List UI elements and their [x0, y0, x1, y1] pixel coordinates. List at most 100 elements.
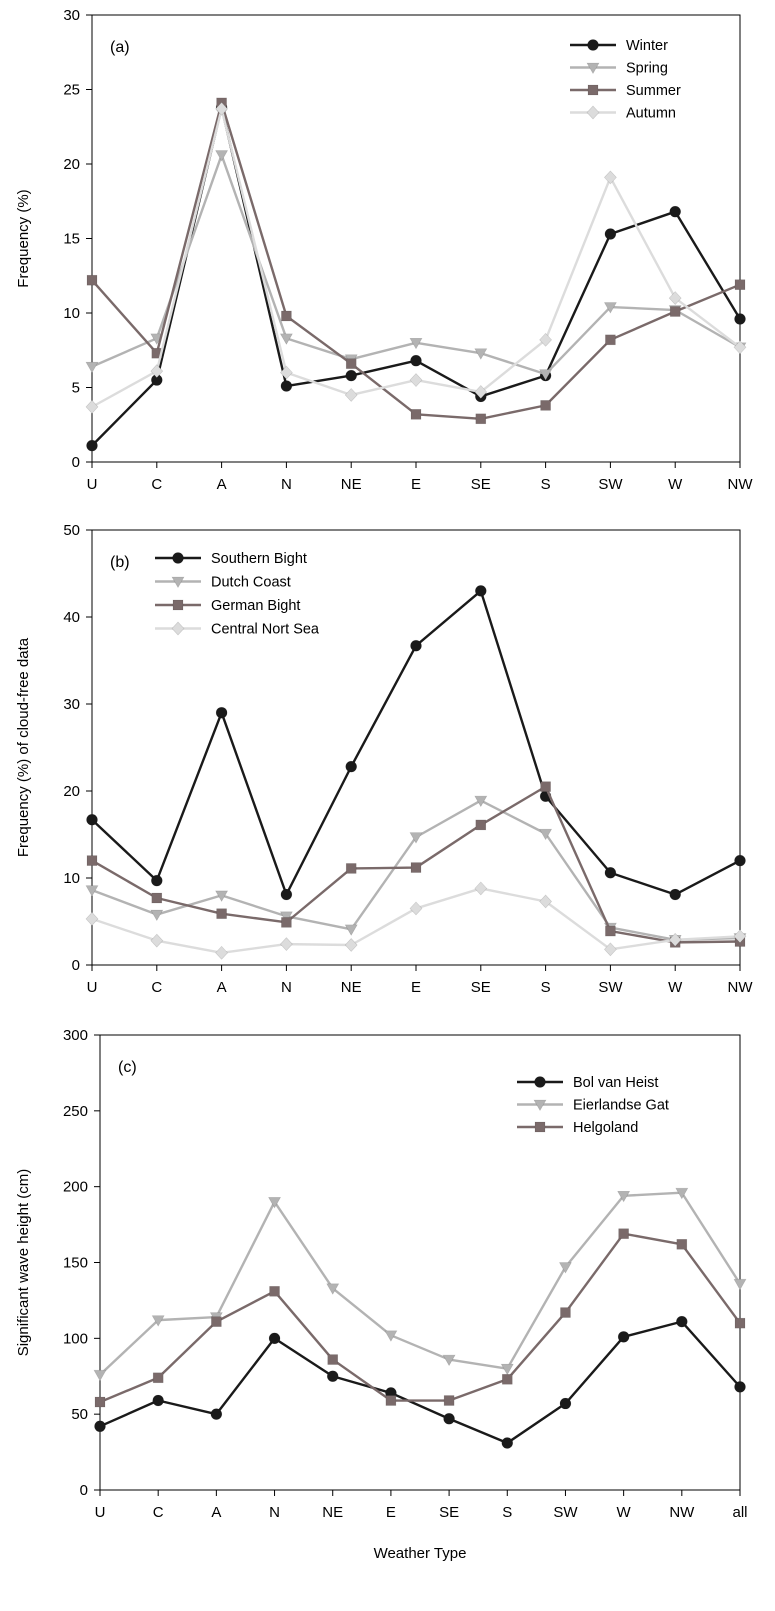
y-tick-label: 0: [72, 454, 80, 471]
x-tick-label-ne: NE: [341, 476, 362, 493]
x-tick-label-se: SE: [471, 979, 491, 996]
series-summer-point-sw: [605, 334, 616, 346]
legend-marker-eierlandse-gat: [533, 1099, 547, 1112]
series-helgoland-line: [99, 1232, 741, 1404]
series-eierlandse-gat-point-s: [500, 1363, 514, 1376]
x-tick-label-n: N: [281, 979, 292, 996]
series-bol-van-heist-point-a: [210, 1408, 223, 1420]
series-southern-bight-point-ne: [345, 760, 358, 773]
y-tick-label: 15: [63, 231, 80, 248]
series-summer-point-se: [475, 413, 487, 425]
panel-c: 0 50 100 150 200 250 300 U C A N NE E SE S SW W NW all Sign…: [15, 1027, 748, 1562]
series-central-nort-sea-point-u: [85, 911, 99, 926]
series-central-nort-sea-point-e: [409, 901, 423, 916]
y-tick-label: 20: [63, 156, 80, 173]
series-spring-point-e: [409, 337, 423, 350]
series-southern-bight-point-u: [86, 813, 98, 826]
series-autumn-point-e: [409, 373, 423, 387]
series-winter-point-e: [410, 354, 422, 367]
series-german-bight-point-u: [86, 855, 98, 866]
series-helgoland-point-sw: [560, 1307, 571, 1318]
panel-a: 0 5 10 15 20 25 30 U C A N NE E SE S SW W NW Frequency (%)…: [15, 7, 753, 493]
x-tick-label-a: A: [217, 979, 227, 996]
series-bol-van-heist-point-all: [734, 1381, 746, 1393]
series-autumn-point-n: [279, 365, 293, 380]
legend-label-southern-bight: Southern Bight: [211, 551, 307, 567]
series-summer-point-u: [86, 274, 98, 286]
y-tick-label: 0: [80, 1482, 88, 1499]
series-summer-point-w: [669, 306, 681, 317]
legend-marker-spring: [586, 62, 600, 75]
series-helgoland-point-ne: [327, 1354, 339, 1365]
series-summer-point-ne: [345, 358, 357, 369]
series-helgoland-point-s: [501, 1373, 513, 1385]
series-german-bight-point-e: [410, 862, 422, 873]
series-german-bight-point-ne: [345, 863, 357, 874]
legend: Winter Spring Summer Autumn: [570, 38, 681, 122]
series-bol-van-heist: [94, 1315, 746, 1449]
series-eierlandse-gat-point-n: [268, 1197, 282, 1209]
legend-label-bol-van-heist: Bol van Heist: [573, 1075, 658, 1091]
x-tick-label-s: S: [502, 1504, 512, 1521]
series-helgoland-point-c: [152, 1372, 164, 1384]
series-dutch-coast-point-a: [215, 890, 229, 903]
series-central-nort-sea-point-c: [150, 933, 164, 948]
panel-label: (b): [110, 554, 130, 571]
series-southern-bight-point-w: [669, 888, 682, 901]
legend: Bol van Heist Eierlandse Gat Helgoland: [517, 1075, 669, 1136]
x-tick-label-w: W: [668, 476, 683, 493]
series-central-nort-sea-point-sw: [603, 942, 617, 957]
legend-marker-autumn: [586, 105, 600, 120]
series-eierlandse-gat-point-w: [617, 1190, 631, 1203]
series-eierlandse-gat: [93, 1187, 747, 1382]
series-dutch-coast-point-e: [409, 832, 423, 844]
legend-label-spring: Spring: [626, 61, 668, 77]
series-helgoland-point-all: [734, 1317, 746, 1329]
series-eierlandse-gat-point-nw: [675, 1187, 689, 1200]
y-tick-label: 5: [72, 380, 80, 397]
series-bol-van-heist-point-sw: [559, 1397, 572, 1410]
series-central-nort-sea-point-nw: [733, 929, 747, 944]
series-german-bight-point-se: [475, 819, 487, 831]
y-tick-label: 100: [63, 1330, 88, 1347]
series-eierlandse-gat-point-c: [151, 1315, 165, 1327]
x-tick-label-n: N: [269, 1504, 280, 1521]
legend-marker-central-nort-sea: [171, 621, 185, 636]
series-summer-line: [91, 101, 741, 420]
series-spring-point-s: [539, 369, 553, 381]
y-tick-label: 40: [63, 609, 80, 626]
series-central-nort-sea-point-n: [279, 937, 293, 952]
series-helgoland-point-nw: [676, 1239, 688, 1250]
series-spring-point-se: [474, 348, 488, 360]
series-winter: [86, 101, 746, 452]
series-dutch-coast-point-u: [85, 885, 99, 897]
y-axis-title: Significant wave height (cm): [15, 1169, 32, 1357]
series-autumn-point-a: [215, 101, 229, 116]
panel-label: (c): [118, 1059, 137, 1076]
legend-label-german-bight: German Bight: [211, 598, 300, 614]
series-winter-point-ne: [345, 369, 358, 382]
series-eierlandse-gat-line: [99, 1191, 742, 1376]
series-summer-point-n: [281, 310, 292, 322]
series-autumn-point-w: [668, 291, 682, 306]
series-central-nort-sea-point-s: [539, 894, 553, 909]
series-bol-van-heist-point-c: [152, 1394, 164, 1407]
y-tick-label: 30: [63, 7, 80, 24]
series-dutch-coast-point-s: [539, 828, 553, 841]
legend-marker-summer: [587, 84, 599, 96]
series-southern-bight-line: [91, 589, 741, 896]
x-tick-label-nw: NW: [669, 1504, 695, 1521]
x-tick-label-all: all: [732, 1504, 747, 1521]
series-bol-van-heist-point-ne: [326, 1370, 339, 1383]
series-autumn-point-sw: [603, 170, 617, 185]
x-tick-label-nw: NW: [728, 476, 754, 493]
series-southern-bight-point-nw: [734, 854, 746, 867]
legend-label-dutch-coast: Dutch Coast: [211, 575, 291, 591]
series-helgoland: [94, 1228, 746, 1408]
series-bol-van-heist-point-u: [94, 1420, 106, 1433]
x-tick-label-u: U: [87, 979, 98, 996]
x-tick-label-se: SE: [439, 1504, 459, 1521]
series-eierlandse-gat-point-ne: [326, 1283, 340, 1295]
legend-marker-bol-van-heist: [534, 1076, 546, 1088]
